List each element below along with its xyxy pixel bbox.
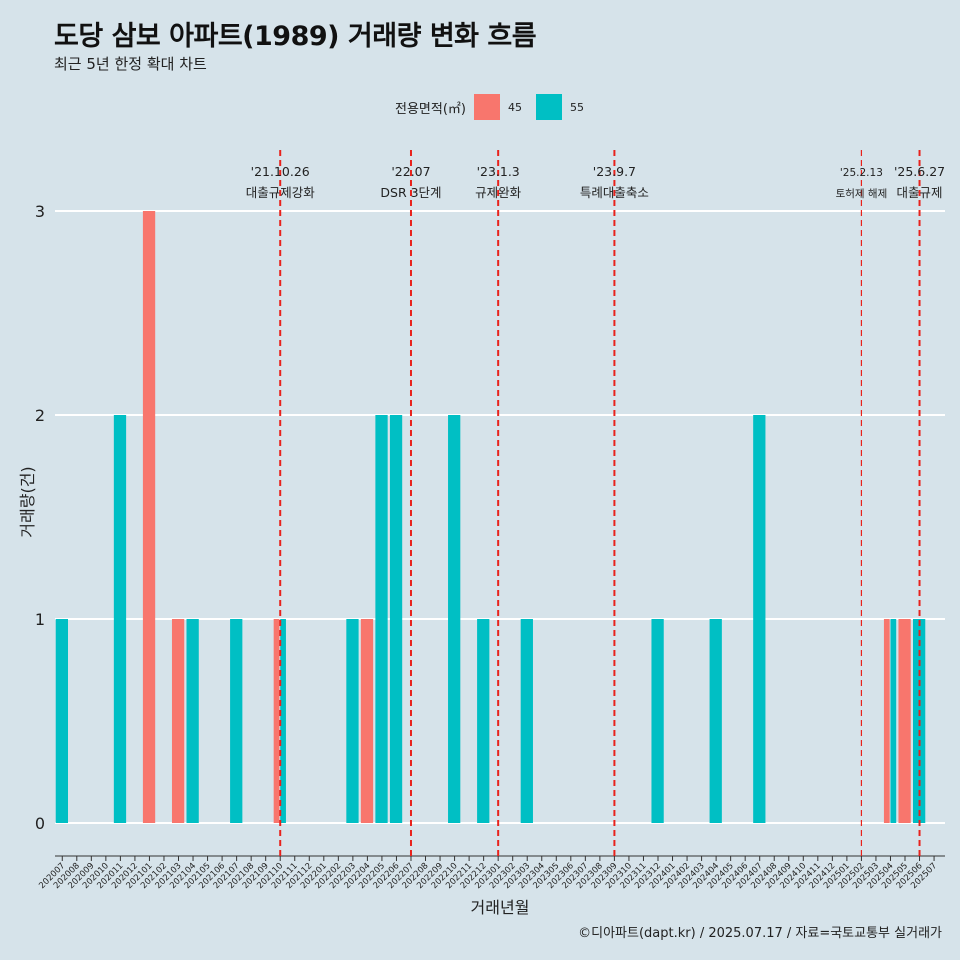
caption: ©디아파트(dapt.kr) / 2025.07.17 / 자료=국토교통부 실…	[578, 926, 942, 941]
legend-key-55	[535, 94, 562, 120]
event-date-202502: '25.2.13	[840, 167, 883, 179]
bar-55-202203	[346, 619, 359, 823]
event-label-202502: 토허제 해제	[836, 187, 888, 200]
bar-55-202210	[448, 415, 461, 823]
legend: 전용면적(㎡) 45 55	[395, 92, 598, 122]
bar-55-202407	[753, 415, 766, 823]
event-label-202506: 대출규제	[897, 185, 943, 200]
event-date-202207: '22.07	[391, 164, 430, 179]
event-label-202110: 대출규제강화	[246, 185, 316, 200]
event-label-202207: DSR 3단계	[380, 185, 441, 200]
bar-45-202101	[142, 211, 156, 823]
bar-55-202206	[389, 415, 403, 823]
bar-55-202205	[375, 415, 388, 823]
chart-subtitle: 최근 5년 한정 확대 차트	[54, 55, 207, 73]
event-date-202309: '23.9.7	[593, 164, 636, 179]
bar-45-202504	[883, 619, 890, 823]
bar-45-202505	[898, 619, 911, 823]
bar-55-202107	[230, 619, 243, 823]
y-tick-label: 1	[35, 610, 45, 629]
bar-55-202303	[520, 619, 533, 823]
event-date-202110: '21.10.26	[251, 164, 310, 179]
bar-55-202104	[186, 619, 199, 823]
bar-55-202110	[280, 619, 286, 823]
y-tick-label: 0	[35, 814, 45, 833]
chart-title: 도당 삼보 아파트(1989) 거래량 변화 흐름	[54, 21, 537, 52]
event-date-202506: '25.6.27	[894, 164, 945, 179]
bar-55-202312	[651, 619, 664, 823]
x-axis-title: 거래년월	[471, 898, 530, 917]
bar-55-202504	[890, 619, 897, 823]
y-tick-label: 3	[35, 202, 45, 221]
event-date-202301: '23.1.3	[477, 164, 520, 179]
bar-45-202204	[360, 619, 374, 823]
y-tick-label: 2	[35, 406, 45, 425]
legend-label-55: 55	[569, 100, 584, 114]
bar-45-202110	[273, 619, 280, 823]
bar-55-202011	[113, 415, 127, 823]
legend-label-45: 45	[507, 100, 522, 114]
bar-55-202404	[709, 619, 722, 823]
bar-45-202103	[171, 619, 185, 823]
y-axis-title: 거래량(건)	[18, 466, 37, 537]
event-label-202309: 특례대출축소	[580, 185, 649, 200]
bar-55-202212	[477, 619, 490, 823]
legend-title: 전용면적(㎡)	[395, 101, 466, 117]
event-label-202301: 규제완화	[475, 185, 522, 200]
bar-55-202007	[55, 619, 69, 823]
legend-key-45	[473, 94, 500, 120]
